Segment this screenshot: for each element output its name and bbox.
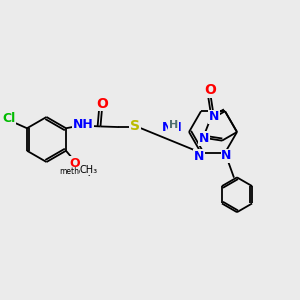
Text: N: N [221, 149, 232, 162]
Text: methoxy: methoxy [59, 167, 92, 176]
Text: S: S [130, 119, 140, 133]
Text: O: O [205, 83, 217, 97]
Text: H: H [169, 120, 178, 130]
Text: O: O [70, 157, 80, 170]
Text: NH: NH [73, 118, 94, 131]
Text: N: N [194, 150, 204, 163]
Text: N: N [208, 110, 219, 123]
Text: Cl: Cl [2, 112, 16, 125]
Text: CH₃: CH₃ [80, 165, 98, 175]
Text: NH: NH [162, 121, 182, 134]
Text: N: N [199, 132, 209, 145]
Text: O: O [96, 97, 108, 111]
